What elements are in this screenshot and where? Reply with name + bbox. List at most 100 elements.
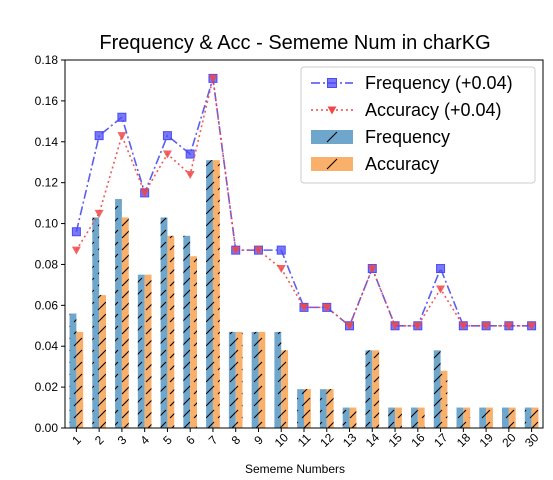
x-tick-label: 14 — [363, 430, 383, 450]
bar-frequency-hatch-20 — [502, 407, 509, 428]
y-tick-label: 0.02 — [35, 380, 59, 394]
x-tick-label: 5 — [160, 433, 175, 448]
bar-accuracy-hatch-12 — [326, 389, 334, 428]
x-tick-label: 9 — [251, 433, 266, 448]
bar-frequency-hatch-5 — [160, 217, 168, 428]
point-accuracy-plus-13 — [345, 322, 355, 331]
x-tick-label: 15 — [386, 430, 406, 450]
bar-frequency-hatch-9 — [251, 331, 259, 428]
x-tick-label: 4 — [138, 433, 153, 448]
y-tick-label: 0.16 — [35, 94, 59, 108]
bar-accuracy-hatch-17 — [440, 370, 448, 428]
point-accuracy-plus-3 — [117, 132, 127, 141]
point-accuracy-plus-19 — [481, 322, 491, 331]
bar-frequency-hatch-11 — [297, 389, 304, 428]
y-tick-label: 0.08 — [35, 257, 59, 271]
bar-frequency-hatch-16 — [410, 407, 418, 428]
bar-accuracy-hatch-4 — [144, 274, 152, 428]
point-accuracy-plus-1 — [71, 246, 81, 255]
x-tick-label: 2 — [92, 433, 107, 448]
x-tick-label: 8 — [229, 433, 244, 448]
plot-area: 0.00 0.02 0.04 0.06 0.08 0.10 0.12 0.14 0.16 0.18… — [35, 53, 544, 450]
point-frequency-plus-1 — [71, 227, 81, 237]
bar-accuracy-hatch-3 — [121, 217, 129, 428]
bar-accuracy-hatch-18 — [463, 407, 471, 428]
point-accuracy-plus-2 — [94, 209, 104, 218]
x-tick-label: 6 — [183, 433, 198, 448]
point-accuracy-plus-16 — [413, 322, 423, 331]
y-tick-label: 0.00 — [35, 421, 59, 435]
legend-label-frequency: Frequency — [365, 127, 450, 147]
point-accuracy-plus-4 — [140, 189, 150, 198]
point-accuracy-plus-14 — [367, 265, 377, 274]
legend-label-frequency-0-04: Frequency (+0.04) — [365, 73, 513, 93]
point-frequency-plus-17 — [436, 264, 446, 274]
y-tick-label: 0.18 — [35, 53, 59, 67]
line-frequency-plus — [75, 78, 532, 328]
point-accuracy-plus-9 — [253, 246, 263, 255]
point-accuracy-plus-15 — [390, 322, 400, 331]
x-tick-label: 16 — [408, 430, 428, 450]
point-frequency-plus-10 — [276, 245, 286, 255]
x-tick-label: 20 — [499, 430, 519, 450]
bar-frequency-hatch-10 — [274, 331, 282, 428]
bar-accuracy-hatch-30 — [531, 407, 539, 428]
point-accuracy-plus-8 — [231, 246, 241, 255]
bar-accuracy-hatch-8 — [235, 331, 243, 428]
bar-frequency-hatch-13 — [342, 407, 350, 428]
bar-frequency-hatch-17 — [433, 350, 441, 428]
x-tick-label: 1 — [69, 433, 84, 448]
legend-swatch-hatch-frequency — [326, 131, 338, 143]
bar-accuracy-hatch-7 — [212, 160, 220, 428]
bar-frequency-hatch-3 — [115, 199, 122, 428]
y-tick-label: 0.14 — [35, 135, 59, 149]
chart-title: Frequency & Acc - Sememe Num in charKG — [99, 32, 490, 54]
bar-accuracy-hatch-10 — [281, 350, 289, 428]
legend-label-accuracy: Accuracy — [365, 154, 439, 174]
x-tick-label: 18 — [454, 430, 474, 450]
legend-box — [300, 66, 536, 184]
bar-accuracy-hatch-13 — [349, 407, 357, 428]
point-accuracy-plus-11 — [299, 303, 309, 312]
bar-accuracy-hatch-14 — [372, 350, 380, 428]
x-tick-label: 11 — [295, 431, 314, 450]
x-tick-label: 19 — [477, 430, 497, 450]
legend-marker-accuracy-0-04 — [327, 106, 337, 115]
point-frequency-plus-2 — [94, 131, 104, 141]
point-frequency-plus-3 — [117, 112, 127, 122]
bar-frequency-hatch-6 — [183, 235, 191, 428]
point-frequency-plus-6 — [185, 149, 195, 159]
bar-frequency-hatch-15 — [388, 407, 396, 428]
bar-accuracy-hatch-16 — [417, 407, 425, 428]
legend-marker-frequency-0-04 — [327, 78, 337, 88]
x-tick-label: 10 — [272, 430, 292, 450]
y-tick-label: 0.10 — [35, 217, 59, 231]
legend-label-accuracy-0-04: Accuracy (+0.04) — [365, 100, 502, 120]
bar-frequency-hatch-18 — [456, 407, 464, 428]
bar-frequency-hatch-4 — [137, 274, 145, 428]
point-accuracy-plus-5 — [162, 150, 172, 159]
y-tick-label: 0.04 — [35, 339, 59, 353]
point-accuracy-plus-20 — [504, 322, 514, 331]
legend-swatch-hatch-accuracy — [326, 158, 338, 170]
bar-accuracy-hatch-2 — [99, 295, 106, 428]
bar-accuracy-hatch-15 — [395, 407, 402, 428]
point-accuracy-plus-18 — [458, 322, 468, 331]
point-accuracy-plus-7 — [208, 74, 218, 83]
point-accuracy-plus-30 — [527, 322, 537, 331]
x-axis-label: Sememe Numbers — [245, 462, 345, 476]
x-tick-label: 3 — [115, 433, 130, 448]
bar-frequency-hatch-8 — [228, 331, 236, 428]
bar-accuracy-hatch-1 — [76, 331, 84, 428]
x-tick-label: 13 — [340, 430, 360, 450]
bar-frequency-hatch-12 — [319, 389, 327, 428]
point-accuracy-plus-10 — [276, 265, 286, 274]
bar-frequency-hatch-1 — [69, 313, 77, 428]
point-accuracy-plus-6 — [185, 170, 195, 179]
bar-accuracy-hatch-11 — [304, 389, 311, 428]
x-tick-label: 7 — [206, 433, 221, 448]
bar-accuracy-hatch-6 — [190, 256, 198, 428]
y-tick-label: 0.12 — [35, 176, 59, 190]
x-tick-label: 12 — [317, 430, 337, 450]
